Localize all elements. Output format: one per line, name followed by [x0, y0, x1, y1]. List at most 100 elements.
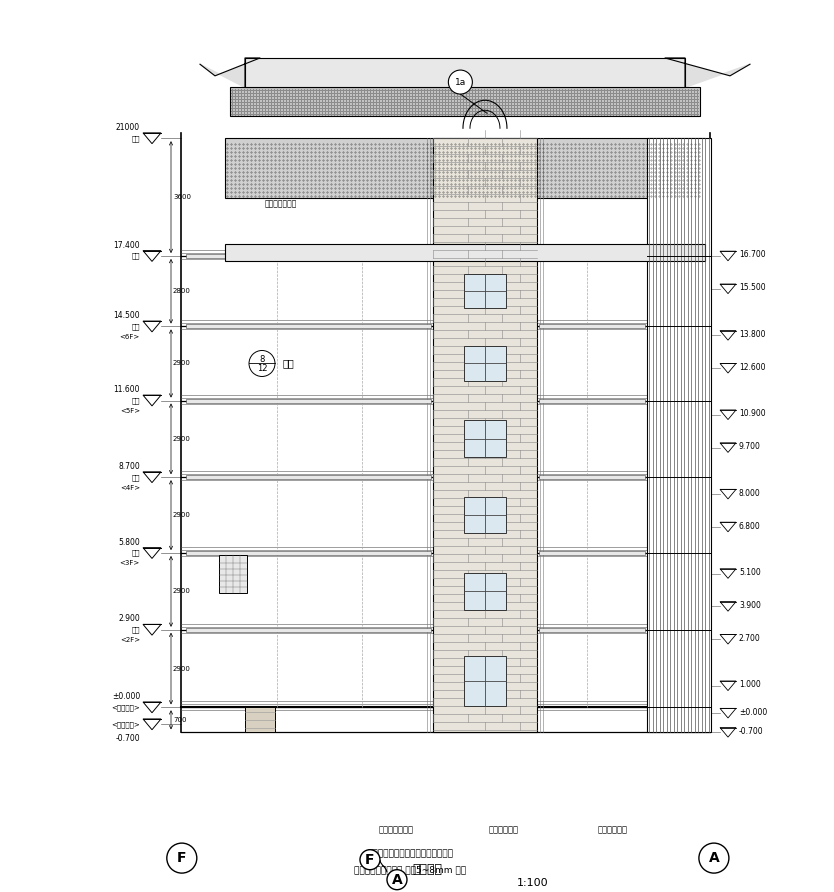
- Bar: [464, 657, 506, 706]
- Polygon shape: [720, 363, 736, 373]
- Bar: [464, 275, 506, 308]
- Text: 700: 700: [173, 717, 187, 723]
- Text: 1:100: 1:100: [517, 878, 549, 888]
- Polygon shape: [665, 58, 750, 87]
- Polygon shape: [720, 728, 736, 737]
- Bar: [464, 573, 506, 610]
- Polygon shape: [143, 624, 161, 635]
- Text: 楼面: 楼面: [132, 474, 140, 481]
- Text: 14.500: 14.500: [113, 311, 140, 320]
- Polygon shape: [143, 321, 161, 332]
- Text: 5.100: 5.100: [739, 568, 761, 577]
- Text: 楼面: 楼面: [132, 252, 140, 260]
- Polygon shape: [720, 410, 736, 419]
- Bar: [186, 325, 431, 328]
- Bar: [539, 254, 646, 258]
- Bar: [225, 138, 705, 198]
- Text: -0.700: -0.700: [115, 734, 140, 743]
- Bar: [245, 707, 275, 732]
- Text: 2900: 2900: [173, 512, 191, 518]
- Text: 白色低石资料: 白色低石资料: [489, 825, 519, 834]
- Bar: [647, 138, 711, 732]
- Bar: [464, 497, 506, 533]
- Polygon shape: [720, 708, 736, 718]
- Text: 2900: 2900: [173, 665, 191, 672]
- Text: 白色低石资料: 白色低石资料: [598, 825, 628, 834]
- Text: 3600: 3600: [173, 194, 191, 200]
- Text: 2900: 2900: [173, 589, 191, 594]
- Bar: [539, 325, 646, 328]
- Text: 2.900: 2.900: [118, 615, 140, 624]
- Text: 公寓: 公寓: [283, 359, 294, 368]
- Text: <室内地面>: <室内地面>: [111, 704, 140, 711]
- Text: <5F>: <5F>: [120, 408, 140, 414]
- Text: 楼面: 楼面: [132, 323, 140, 330]
- Polygon shape: [720, 681, 736, 690]
- Polygon shape: [143, 702, 161, 713]
- Polygon shape: [720, 442, 736, 452]
- Text: <2F>: <2F>: [120, 637, 140, 643]
- Bar: [464, 420, 506, 458]
- Bar: [539, 475, 646, 479]
- Bar: [539, 399, 646, 402]
- Text: 楼面: 楼面: [132, 549, 140, 557]
- Polygon shape: [720, 522, 736, 532]
- Text: 2.700: 2.700: [739, 633, 761, 643]
- Text: 1.000: 1.000: [739, 681, 761, 690]
- Text: 轴立面图: 轴立面图: [412, 863, 442, 876]
- Text: 21000: 21000: [116, 123, 140, 132]
- Bar: [186, 254, 431, 258]
- Bar: [433, 138, 537, 732]
- Bar: [186, 475, 431, 479]
- Polygon shape: [143, 719, 161, 730]
- Text: 11.600: 11.600: [113, 385, 140, 394]
- Text: 2800: 2800: [173, 288, 191, 294]
- Polygon shape: [720, 284, 736, 293]
- Bar: [186, 628, 431, 632]
- Text: 楼面: 楼面: [132, 626, 140, 633]
- Text: 1a: 1a: [455, 78, 466, 87]
- Text: 12: 12: [257, 364, 267, 373]
- Circle shape: [449, 70, 472, 94]
- Polygon shape: [143, 472, 161, 483]
- Polygon shape: [143, 251, 161, 261]
- Text: F: F: [365, 853, 374, 867]
- Circle shape: [249, 351, 275, 376]
- Text: 13.800: 13.800: [739, 330, 766, 339]
- Bar: [245, 58, 685, 87]
- Text: 淡灰色低石资料: 淡灰色低石资料: [379, 825, 414, 834]
- Text: 9.700: 9.700: [739, 442, 761, 451]
- Text: <4F>: <4F>: [120, 484, 140, 491]
- Polygon shape: [720, 601, 736, 611]
- Polygon shape: [143, 133, 161, 144]
- Text: ±0.000: ±0.000: [112, 692, 140, 701]
- Text: 屋顶: 屋顶: [132, 135, 140, 142]
- Text: ±0.000: ±0.000: [739, 707, 767, 716]
- Text: 15.500: 15.500: [739, 284, 766, 293]
- Text: 8: 8: [259, 355, 264, 364]
- Polygon shape: [143, 395, 161, 406]
- Bar: [230, 87, 700, 116]
- Text: 3.900: 3.900: [739, 601, 761, 610]
- Text: 6.800: 6.800: [739, 522, 761, 531]
- Polygon shape: [720, 490, 736, 499]
- Text: -0.700: -0.700: [739, 727, 764, 736]
- Bar: [225, 244, 705, 261]
- Text: <6F>: <6F>: [120, 334, 140, 340]
- Text: 12.600: 12.600: [739, 363, 766, 372]
- Bar: [186, 399, 431, 402]
- Text: 2900: 2900: [173, 436, 191, 442]
- Text: 5.800: 5.800: [118, 538, 140, 547]
- Polygon shape: [720, 569, 736, 578]
- Circle shape: [699, 843, 729, 873]
- Text: F: F: [177, 851, 187, 865]
- Bar: [539, 551, 646, 555]
- Text: 根据供样品经设计单位同意方可施工: 根据供样品经设计单位同意方可施工: [367, 849, 454, 858]
- Text: 8.000: 8.000: [739, 489, 761, 498]
- Bar: [186, 551, 431, 555]
- Text: <3F>: <3F>: [120, 560, 140, 566]
- Polygon shape: [720, 252, 736, 260]
- Text: 淡灰色涂装配方: 淡灰色涂装配方: [265, 199, 298, 208]
- Text: 10.900: 10.900: [739, 409, 766, 418]
- Text: A: A: [709, 851, 719, 865]
